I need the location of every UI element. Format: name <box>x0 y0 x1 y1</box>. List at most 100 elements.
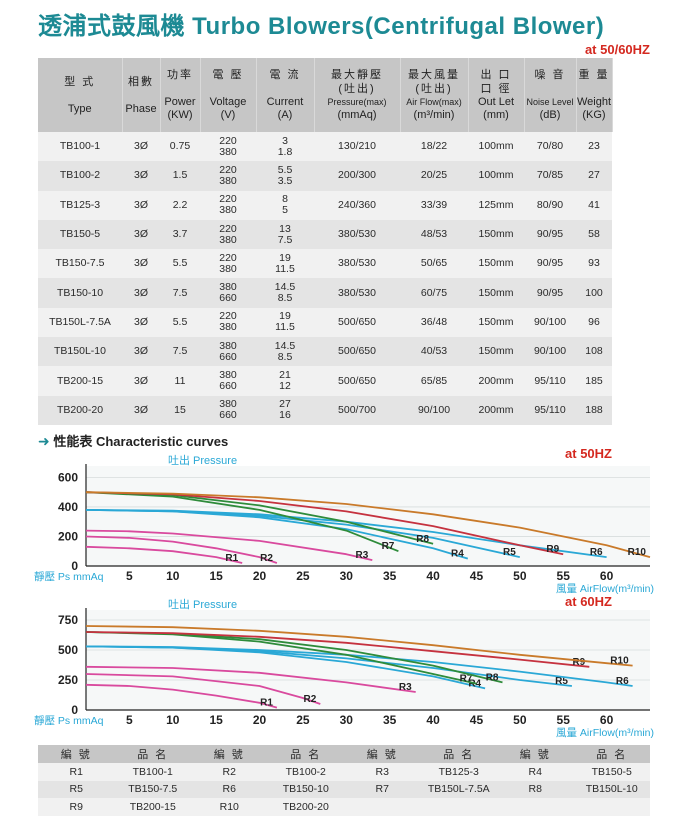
title-en: Turbo Blowers(Centrifugal Blower) <box>192 13 605 40</box>
phase-cell: 3Ø <box>122 395 160 425</box>
outlet-cell: 150mm <box>468 337 524 367</box>
phase-cell: 3Ø <box>122 132 160 162</box>
y-axis-label: 吐出 Pressure <box>168 597 237 611</box>
type-cell: TB200-15 <box>38 366 122 396</box>
table-row: TB200-15 3Ø 11 380 660 21 12 500/650 65/85 200mm 9… <box>38 366 650 396</box>
y-tick-label: 0 <box>71 559 78 573</box>
x-tick-label: 35 <box>383 569 397 583</box>
power-cell: 2.2 <box>160 190 200 220</box>
series-line-r3 <box>85 529 373 561</box>
x-tick-label: 5 <box>126 713 133 727</box>
spec-table: 型 式 Type 相數 Phase 功率 Power (KW) 電 壓 Voltage(… <box>38 58 650 425</box>
legend-row: R1 TB100-1 R2 TB100-2 R3 TB125-3 R4 TB150-5 <box>38 763 650 781</box>
spec-header-cjk: 最大靜壓 <box>331 69 383 81</box>
series-label-r9: R9 <box>546 544 559 555</box>
noise-cell: 90/100 <box>524 307 576 338</box>
legend-code: R2 <box>191 763 268 781</box>
cell-value-2: 11.5 <box>275 321 295 334</box>
phase-cell: 3Ø <box>122 337 160 367</box>
power-cell: 11 <box>160 366 200 396</box>
spec-header-cjk2: 口 徑 <box>480 83 512 95</box>
x-tick-label: 10 <box>166 713 180 727</box>
chart-frequency-label: at 60HZ <box>565 594 612 609</box>
y-tick-label: 250 <box>58 673 78 687</box>
x-tick-label: 30 <box>340 713 354 727</box>
legend-header: 編 號 <box>38 745 115 763</box>
x-tick-label: 60 <box>600 713 614 727</box>
legend-code: R6 <box>191 780 268 798</box>
legend-model <box>420 798 497 816</box>
legend-code <box>344 798 421 816</box>
power-cell: 1.5 <box>160 161 200 191</box>
weight-cell: 23 <box>576 132 612 162</box>
spec-header-cjk: 電 流 <box>269 69 301 81</box>
outlet-cell: 200mm <box>468 366 524 396</box>
type-cell: TB125-3 <box>38 190 122 220</box>
spec-header-unit: (mmAq) <box>337 109 377 121</box>
x-tick-label: 10 <box>166 569 180 583</box>
flow-cell: 48/53 <box>400 219 468 250</box>
spec-header-en: Type <box>67 102 92 115</box>
spec-header-5: 最大靜壓 (吐出) Pressure(max) (mmAq) <box>314 58 401 132</box>
cell-value-2: 11.5 <box>275 262 295 275</box>
flow-cell: 40/53 <box>400 337 468 367</box>
cell-value-2: 3.5 <box>277 174 293 187</box>
cell-value-2: 12 <box>279 380 291 393</box>
section-title: ➜ 性能表 Characteristic curves <box>38 431 228 450</box>
cell-value-2: 380 <box>219 321 237 334</box>
frequency-label: at 50/60HZ <box>584 42 650 57</box>
pressure-cell: 500/650 <box>314 366 400 396</box>
cell-value-2: 380 <box>219 233 237 246</box>
spec-header-cjk2: (吐出) <box>415 83 453 95</box>
series-line-r3 <box>85 665 416 693</box>
x-tick-label: 45 <box>470 569 484 583</box>
series-line-r2 <box>85 673 321 705</box>
type-cell: TB150L-7.5A <box>38 307 122 338</box>
spec-header-en: Current <box>266 96 304 108</box>
series-line-r1 <box>85 545 243 564</box>
power-cell: 7.5 <box>160 278 200 308</box>
x-tick-label: 20 <box>253 569 267 583</box>
x-tick-label: 25 <box>296 569 310 583</box>
series-label-r6: R6 <box>590 547 603 558</box>
x-tick-label: 15 <box>209 569 223 583</box>
type-cell: TB150-7.5 <box>38 249 122 279</box>
spec-header-en: Weight <box>576 96 612 108</box>
current-cell: 19 11.5 <box>256 249 314 279</box>
power-cell: 7.5 <box>160 337 200 367</box>
x-tick-label: 50 <box>513 713 527 727</box>
spec-header-cjk2: (吐出) <box>338 83 376 95</box>
series-label-r2: R2 <box>260 553 273 564</box>
x-tick-label: 60 <box>600 569 614 583</box>
series-label-r5: R5 <box>503 547 516 558</box>
legend-table: 編 號品 名編 號品 名編 號品 名編 號品 名 R1 TB100-1 R2 TB10… <box>38 745 650 816</box>
spec-header-en: Air Flow(max) <box>406 97 462 107</box>
legend-code: R10 <box>191 798 268 816</box>
legend-header: 品 名 <box>420 745 497 763</box>
spec-header-unit: (mm) <box>483 109 509 121</box>
cell-value-2: 380 <box>219 174 237 187</box>
voltage-cell: 220 380 <box>200 219 256 250</box>
voltage-cell: 220 380 <box>200 249 256 279</box>
legend-model: TB100-2 <box>267 763 344 781</box>
legend-header: 編 號 <box>497 745 574 763</box>
noise-cell: 90/95 <box>524 249 576 279</box>
voltage-cell: 220 380 <box>200 307 256 338</box>
phase-cell: 3Ø <box>122 366 160 396</box>
table-row: TB150-5 3Ø 3.7 220 380 13 7.5 380/530 48/53 150mm… <box>38 219 650 250</box>
cell-value-1: 380 <box>219 398 237 411</box>
series-label-r2: R2 <box>303 694 316 705</box>
legend-model <box>573 798 650 816</box>
current-cell: 3 1.8 <box>256 132 314 162</box>
legend-model: TB150-5 <box>573 763 650 781</box>
outlet-cell: 100mm <box>468 161 524 191</box>
series-label-r8: R8 <box>416 534 429 545</box>
spec-header-9: 重 量 Weight (KG) <box>576 58 613 132</box>
cell-value-1: 220 <box>219 251 237 264</box>
y-tick-label: 500 <box>58 643 78 657</box>
flow-cell: 90/100 <box>400 395 468 425</box>
voltage-cell: 380 660 <box>200 395 256 425</box>
weight-cell: 188 <box>576 395 612 425</box>
flow-cell: 65/85 <box>400 366 468 396</box>
cell-value-2: 660 <box>219 350 237 363</box>
